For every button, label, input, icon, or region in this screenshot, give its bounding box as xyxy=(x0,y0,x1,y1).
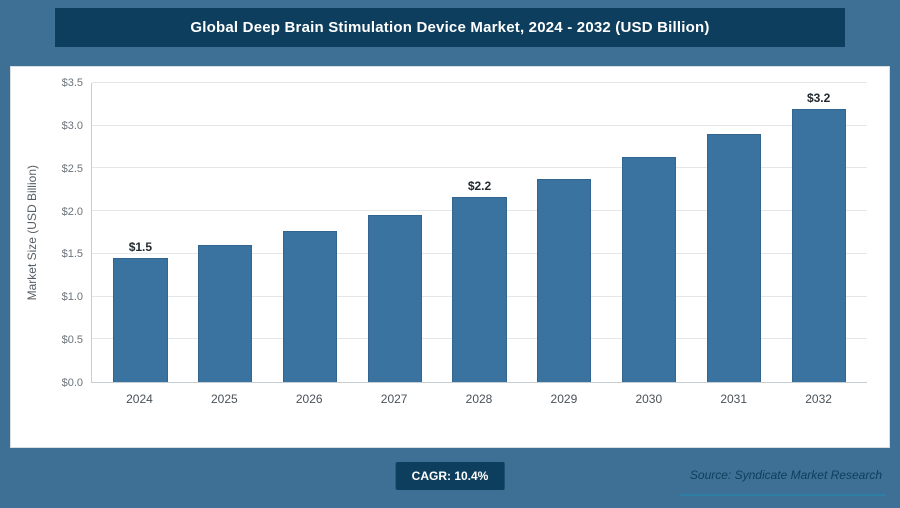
cagr-badge: CAGR: 10.4% xyxy=(395,462,505,490)
bar-cell-2029 xyxy=(522,83,607,382)
bars: $1.5 $2.2 $3.2 xyxy=(92,83,867,382)
page-title: Global Deep Brain Stimulation Device Mar… xyxy=(190,19,710,36)
x-tick-label: 2027 xyxy=(380,392,408,406)
x-axis: 2024 2025 2026 2027 2028 2029 2030 2031 2032 xyxy=(91,383,867,415)
y-tick-label: $2.5 xyxy=(61,162,83,175)
y-tick-label: $3.5 xyxy=(61,77,83,89)
bar-value-label: $3.2 xyxy=(806,90,831,105)
bar-cell-2025 xyxy=(183,83,268,382)
bar-2031[interactable] xyxy=(706,134,761,382)
bar-cell-2030 xyxy=(607,83,692,382)
x-tick-label: 2031 xyxy=(720,392,748,406)
y-axis-title: Market Size (USD Billion) xyxy=(25,165,39,301)
footer: CAGR: 10.4% Source: Syndicate Market Res… xyxy=(0,450,900,508)
y-tick-label: $0.5 xyxy=(61,334,83,347)
gridline xyxy=(92,167,867,169)
plot-area: $1.5 $2.2 $3.2 xyxy=(91,82,867,383)
x-tick-label: 2032 xyxy=(805,392,832,406)
y-tick-label: $1.0 xyxy=(61,291,83,304)
bar-2028[interactable] xyxy=(452,197,507,382)
y-tick-label: $0.0 xyxy=(61,377,83,389)
bar-2026[interactable] xyxy=(282,230,338,382)
bar-2025[interactable] xyxy=(198,245,253,382)
x-tick-label: 2030 xyxy=(635,392,663,406)
bar-cell-2031 xyxy=(691,83,776,382)
bar-chart: Market Size (USD Billion) $0.0 $0.5 $1.0 $1… xyxy=(25,77,867,443)
gridline xyxy=(92,82,867,83)
bar-cell-2032: $3.2 xyxy=(776,83,861,382)
y-axis: $0.0 $0.5 $1.0 $1.5 $2.0 $2.5 $3.0 $3.5 xyxy=(45,77,91,389)
bar-value-label: $1.5 xyxy=(128,240,153,255)
bar-2024[interactable] xyxy=(113,258,168,382)
y-tick-label: $3.0 xyxy=(61,119,83,132)
x-tick-label: 2028 xyxy=(465,392,493,406)
y-tick-label: $2.0 xyxy=(61,205,83,218)
bar-cell-2027 xyxy=(352,83,437,382)
bar-2032[interactable] xyxy=(791,108,846,382)
x-tick-label: 2025 xyxy=(210,392,238,406)
x-tick-label: 2029 xyxy=(550,392,578,406)
bar-value-label: $2.2 xyxy=(467,179,492,194)
source-attribution: Source: Syndicate Market Research xyxy=(679,466,886,496)
source-text: Source: Syndicate Market Research xyxy=(689,468,882,482)
bar-cell-2024: $1.5 xyxy=(98,83,183,382)
x-tick-label: 2026 xyxy=(295,392,323,406)
y-tick-label: $1.5 xyxy=(61,248,83,261)
bar-2027[interactable] xyxy=(367,215,422,382)
gridline xyxy=(92,124,867,126)
bar-2030[interactable] xyxy=(621,157,677,382)
x-tick-label: 2024 xyxy=(126,392,153,406)
bar-cell-2026 xyxy=(268,83,353,382)
bar-cell-2028: $2.2 xyxy=(437,83,522,382)
chart-title-bar: Global Deep Brain Stimulation Device Mar… xyxy=(55,8,845,47)
bar-2029[interactable] xyxy=(537,178,592,382)
chart-panel: Market Size (USD Billion) $0.0 $0.5 $1.0 $1… xyxy=(10,66,890,448)
